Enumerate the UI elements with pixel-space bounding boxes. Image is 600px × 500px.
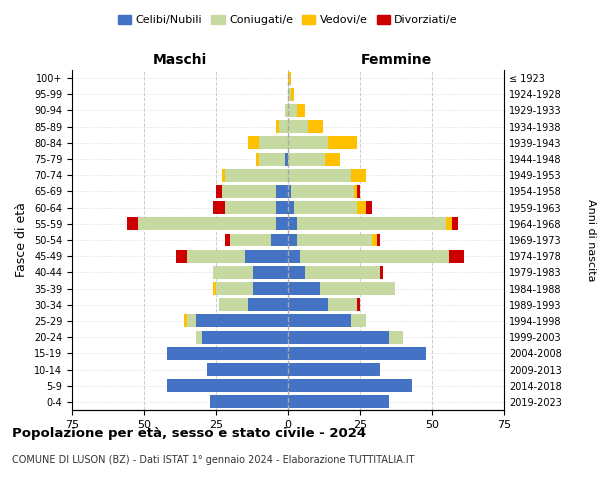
Bar [285,152,288,166]
Bar [288,88,291,101]
Bar [277,120,280,133]
Bar [224,234,230,246]
Bar [288,396,389,408]
Bar [224,201,277,214]
Bar [305,266,380,279]
Bar [291,185,354,198]
Bar [259,152,285,166]
Bar [357,185,360,198]
Bar [167,379,288,392]
Bar [352,314,366,328]
Bar [288,185,291,198]
Bar [248,298,288,311]
Bar [288,314,352,328]
Bar [196,330,202,344]
Bar [366,201,371,214]
Bar [291,88,294,101]
Bar [176,250,187,262]
Bar [325,152,340,166]
Y-axis label: Fasce di età: Fasce di età [16,202,28,278]
Bar [352,169,366,181]
Bar [213,282,216,295]
Bar [357,298,360,311]
Bar [271,234,288,246]
Bar [277,185,288,198]
Bar [308,120,323,133]
Bar [377,234,380,246]
Bar [253,282,288,295]
Bar [299,250,449,262]
Bar [213,201,224,214]
Bar [357,201,366,214]
Bar [294,201,357,214]
Bar [288,104,296,117]
Bar [213,266,253,279]
Bar [288,72,291,85]
Bar [296,218,446,230]
Bar [230,234,271,246]
Bar [288,266,305,279]
Bar [167,347,288,360]
Bar [285,104,288,117]
Bar [210,396,288,408]
Bar [202,330,288,344]
Text: COMUNE DI LUSON (BZ) - Dati ISTAT 1° gennaio 2024 - Elaborazione TUTTITALIA.IT: COMUNE DI LUSON (BZ) - Dati ISTAT 1° gen… [12,455,415,465]
Bar [354,185,357,198]
Bar [371,234,377,246]
Bar [296,104,305,117]
Text: Maschi: Maschi [153,53,207,67]
Bar [328,298,357,311]
Bar [288,250,299,262]
Bar [288,298,328,311]
Bar [288,136,328,149]
Bar [222,185,277,198]
Bar [259,136,288,149]
Bar [216,282,253,295]
Bar [389,330,403,344]
Bar [224,169,288,181]
Bar [277,218,288,230]
Bar [288,169,352,181]
Bar [328,136,357,149]
Legend: Celibi/Nubili, Coniugati/e, Vedovi/e, Divorziati/e: Celibi/Nubili, Coniugati/e, Vedovi/e, Di… [113,10,463,30]
Bar [127,218,138,230]
Bar [288,347,426,360]
Bar [288,218,296,230]
Bar [245,250,288,262]
Bar [452,218,458,230]
Text: Popolazione per età, sesso e stato civile - 2024: Popolazione per età, sesso e stato civil… [12,428,366,440]
Bar [184,314,187,328]
Bar [288,379,412,392]
Bar [216,185,222,198]
Bar [253,266,288,279]
Text: Femmine: Femmine [361,53,431,67]
Bar [187,250,245,262]
Bar [380,266,383,279]
Bar [288,363,380,376]
Bar [280,120,288,133]
Bar [222,169,224,181]
Bar [248,136,259,149]
Bar [288,201,294,214]
Bar [449,250,464,262]
Bar [219,298,248,311]
Bar [196,314,288,328]
Bar [320,282,395,295]
Bar [256,152,259,166]
Bar [296,234,371,246]
Bar [288,330,389,344]
Bar [288,234,296,246]
Text: Anni di nascita: Anni di nascita [586,198,596,281]
Bar [288,152,325,166]
Bar [208,363,288,376]
Bar [288,282,320,295]
Bar [446,218,452,230]
Bar [138,218,277,230]
Bar [288,120,308,133]
Bar [187,314,196,328]
Bar [277,201,288,214]
